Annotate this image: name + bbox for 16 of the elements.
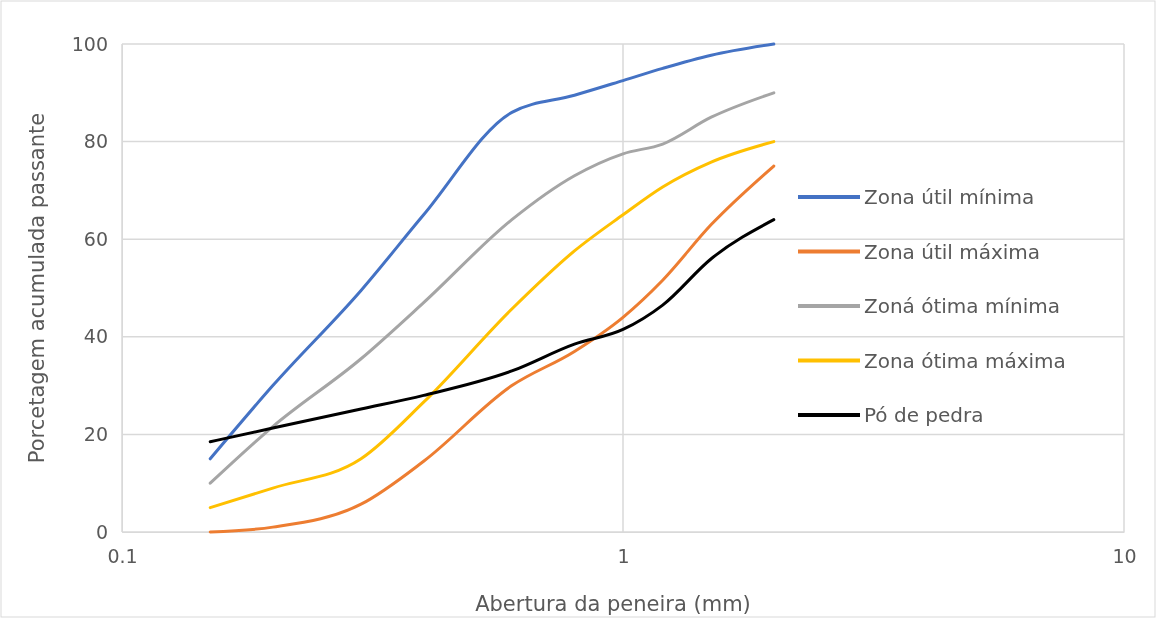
x-tick-label: 0.1 [107,545,138,568]
x-tick-label: 10 [1112,545,1137,568]
x-axis-title: Abertura da peneira (mm) [475,592,751,616]
y-tick-label: 0 [95,520,108,543]
y-tick-label: 60 [83,227,108,250]
legend-label: Zoná ótima mínima [864,294,1060,318]
y-tick-label: 100 [71,32,108,55]
x-tick-label: 1 [617,545,630,568]
y-axis-title: Porcetagem acumulada passante [25,112,49,464]
y-tick-label: 40 [83,325,108,348]
legend-label: Zona ótima máxima [864,348,1066,373]
legend-label: Pó de pedra [864,403,984,427]
legend-label: Zona útil máxima [864,239,1041,264]
legend-label: Zona útil mínima [864,185,1035,209]
y-tick-label: 20 [83,422,108,445]
y-tick-label: 80 [83,130,108,153]
